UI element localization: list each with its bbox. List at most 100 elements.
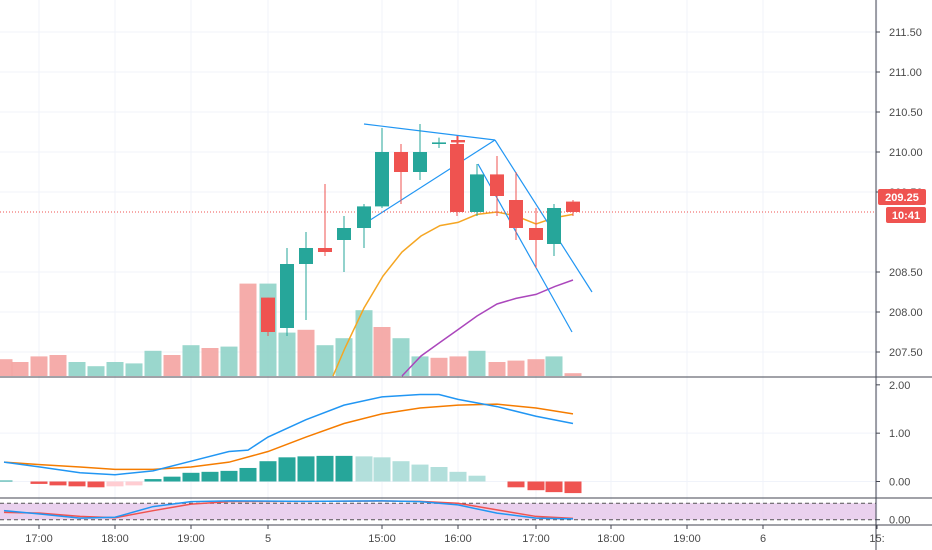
- price-tick-label: 210.00: [889, 147, 923, 159]
- candle: [357, 204, 371, 248]
- macd-histogram-bar: [430, 467, 448, 482]
- candle: [318, 184, 332, 256]
- macd-histogram-bar: [449, 471, 467, 482]
- time-tick-label: 6: [760, 533, 766, 545]
- candle: [566, 200, 580, 216]
- grid: [0, 0, 878, 523]
- volume-bar: [373, 327, 391, 376]
- candle-body: [547, 208, 561, 244]
- macd-histogram-bar: [259, 461, 277, 482]
- macd-histogram-bar: [182, 472, 200, 482]
- price-tick-label: 207.50: [889, 347, 923, 359]
- volume-bar: [316, 345, 334, 376]
- candle: [337, 216, 351, 272]
- volume-bar: [220, 346, 238, 376]
- macd-histogram-bar: [507, 481, 525, 488]
- volume-bar: [278, 332, 296, 376]
- candle-body: [261, 297, 275, 332]
- macd-line: [3, 393, 574, 476]
- macd-histogram-bar: [355, 456, 373, 482]
- countdown-badge: [886, 207, 926, 223]
- time-tick-label: 18:00: [101, 533, 129, 545]
- volume-bar: [507, 360, 525, 376]
- ema-fast-line: [332, 211, 574, 377]
- time-tick-label: 19:00: [177, 533, 205, 545]
- volume-bar: [182, 345, 200, 376]
- macd-histogram-bar: [527, 481, 545, 491]
- stochastic-indicator: [3, 500, 574, 520]
- time-tick-label: 18:00: [597, 533, 625, 545]
- volume-bar: [355, 310, 373, 376]
- macd-indicator: [0, 393, 582, 494]
- macd-histogram-bar: [68, 481, 86, 487]
- candle: [394, 144, 408, 204]
- candle: [470, 164, 484, 216]
- time-tick-label: 15:00: [368, 533, 396, 545]
- macd-histogram-bar: [106, 481, 124, 487]
- candle: [375, 128, 389, 208]
- candle: [413, 124, 427, 180]
- macd-histogram-bar: [125, 481, 143, 486]
- macd-histogram-bar: [564, 481, 582, 494]
- stochastic-band: [0, 502, 876, 521]
- trendlines[interactable]: [0, 123, 876, 333]
- volume-bar: [392, 338, 410, 376]
- macd-histogram-bar: [87, 481, 105, 488]
- volume-bar: [430, 357, 448, 376]
- candle-body: [450, 144, 464, 212]
- macd-histogram-bar: [49, 481, 67, 486]
- macd-signal-line: [3, 403, 574, 471]
- volume-bar: [488, 362, 506, 376]
- macd-histogram-bar: [201, 471, 219, 482]
- candle: [509, 172, 523, 240]
- candle: [432, 137, 446, 148]
- macd-histogram-bar: [411, 464, 429, 482]
- volume-bar: [201, 348, 219, 376]
- trendline[interactable]: [494, 139, 593, 293]
- volume-bars: [0, 283, 582, 376]
- macd-histogram-bar: [0, 480, 13, 482]
- price-tick-label: 211.00: [889, 67, 922, 79]
- price-axis[interactable]: 211.50211.00210.50210.00209.50208.50208.…: [876, 27, 923, 527]
- candle: [280, 248, 294, 336]
- macd-histogram-bar: [316, 455, 334, 482]
- volume-bar: [545, 356, 563, 376]
- price-tick-label: 208.00: [889, 307, 923, 319]
- candle-body: [470, 174, 484, 212]
- stochastic-k-line: [3, 500, 574, 520]
- macd-histogram-bar: [278, 457, 296, 482]
- candle-body: [432, 142, 446, 144]
- volume-bar: [144, 350, 162, 376]
- candle-body: [357, 206, 371, 228]
- candle: [450, 136, 464, 216]
- volume-bar: [30, 356, 48, 376]
- trendline[interactable]: [363, 139, 496, 225]
- volume-bar: [106, 362, 124, 376]
- candle-body: [318, 248, 332, 252]
- time-tick-label: 17:00: [522, 533, 550, 545]
- time-axis[interactable]: 17:00 18:00 19:00 5 15:00 16:00 17:00 18:00 19:0…: [25, 525, 885, 545]
- candle-body: [451, 140, 465, 143]
- candle-body: [566, 201, 580, 212]
- ema-slow-line: [401, 279, 574, 377]
- time-tick-label: 19:00: [673, 533, 701, 545]
- candlesticks: [261, 124, 580, 336]
- macd-histogram-bar: [468, 475, 486, 482]
- candle-body: [509, 200, 523, 228]
- volume-bar: [239, 283, 257, 376]
- macd-histogram-bar: [392, 461, 410, 482]
- stochastic-band-fill: [0, 503, 876, 520]
- volume-bar: [411, 356, 429, 376]
- candle-body: [529, 228, 543, 240]
- trendline[interactable]: [363, 123, 496, 141]
- macd-histogram-bar: [297, 456, 315, 482]
- time-tick-label: 16:00: [444, 533, 472, 545]
- macd-histogram-bar: [239, 467, 257, 482]
- macd-histogram-bar: [373, 457, 391, 482]
- candle: [299, 232, 313, 320]
- macd-histogram-bar: [144, 479, 162, 482]
- macd-tick-label: 2.00: [889, 380, 910, 392]
- volume-bar: [125, 363, 143, 376]
